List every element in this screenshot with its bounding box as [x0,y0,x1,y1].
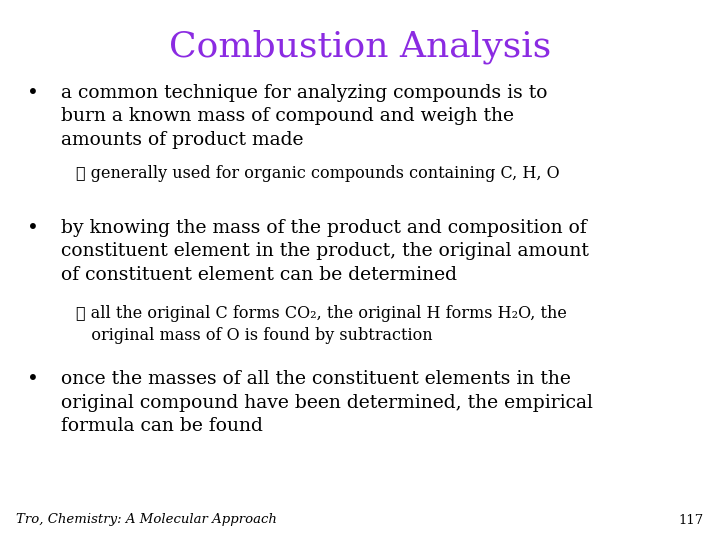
Text: once the masses of all the constituent elements in the
original compound have be: once the masses of all the constituent e… [61,370,593,435]
Text: •: • [27,370,39,389]
Text: ✓ all the original C forms CO₂, the original H forms H₂O, the
   original mass o: ✓ all the original C forms CO₂, the orig… [76,305,567,343]
Text: a common technique for analyzing compounds is to
burn a known mass of compound a: a common technique for analyzing compoun… [61,84,548,149]
Text: ✓ generally used for organic compounds containing C, H, O: ✓ generally used for organic compounds c… [76,165,559,181]
Text: •: • [27,219,39,238]
Text: Tro, Chemistry: A Molecular Approach: Tro, Chemistry: A Molecular Approach [16,514,276,526]
Text: 117: 117 [679,514,704,526]
Text: •: • [27,84,39,103]
Text: by knowing the mass of the product and composition of
constituent element in the: by knowing the mass of the product and c… [61,219,589,284]
Text: Combustion Analysis: Combustion Analysis [169,30,551,64]
